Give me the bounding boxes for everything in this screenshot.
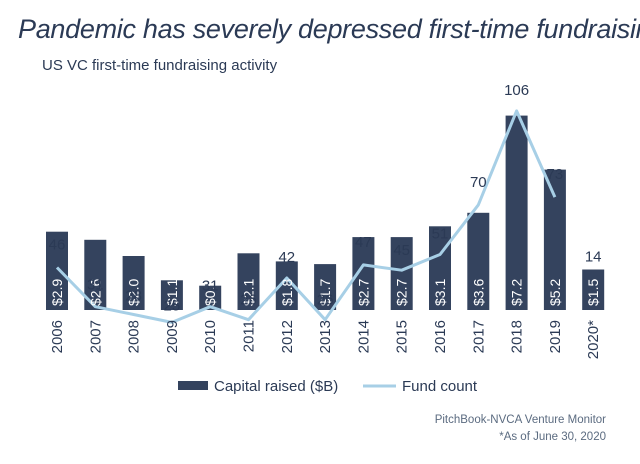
bar-label-2008: $2.0 (126, 279, 142, 306)
bar-label-2015: $2.7 (394, 279, 410, 306)
bar-2009 (160, 280, 183, 310)
bar-2015 (390, 237, 413, 310)
x-tick-label-2016: 2016 (432, 320, 449, 353)
bar-2014 (352, 237, 375, 310)
bar-label-2018: $7.2 (509, 279, 525, 306)
chart-title: Pandemic has severely depressed first-ti… (18, 14, 640, 44)
source-note: PitchBook-NVCA Venture Monitor (434, 414, 606, 426)
bar-label-2020*: $1.5 (585, 279, 601, 306)
bar-2007 (84, 239, 107, 310)
x-tick-label-2013: 2013 (317, 320, 334, 353)
bar-label-2013: $1.7 (317, 279, 333, 306)
bar-2012 (275, 261, 298, 310)
chart-subtitle: US VC first-time fundraising activity (42, 57, 278, 74)
bars-layer (46, 115, 605, 310)
bar-2020* (582, 269, 605, 310)
bar-label-2009: $1.1 (164, 279, 180, 306)
legend-bar-label: Capital raised ($B) (214, 378, 338, 395)
bar-label-2010: $0.9 (202, 279, 218, 306)
bar-2010 (199, 285, 222, 310)
bar-label-2014: $2.7 (355, 279, 371, 306)
line-label-2016: 51 (432, 225, 449, 242)
x-tick-label-2017: 2017 (470, 320, 487, 353)
bar-2017 (467, 212, 490, 310)
bar-label-2012: $1.8 (279, 279, 295, 306)
bar-label-2011: $2.1 (241, 279, 257, 306)
bar-2008 (122, 256, 145, 310)
line-label-2011: 26 (240, 292, 257, 309)
line-label-2019: 73 (547, 166, 564, 183)
line-label-2010: 31 (202, 278, 219, 295)
x-tick-label-2008: 2008 (126, 320, 143, 353)
bar-label-2007: $2.6 (87, 279, 103, 306)
bar-2013 (314, 264, 337, 310)
x-tick-label-2011: 2011 (241, 320, 258, 352)
x-tick-label-2012: 2012 (279, 320, 296, 353)
x-tick-label-2010: 2010 (202, 320, 219, 353)
x-tick-label-2019: 2019 (547, 320, 564, 353)
x-tick-label-2006: 2006 (49, 320, 66, 353)
fund-count-line (55, 109, 557, 324)
footnote: *As of June 30, 2020 (499, 431, 606, 443)
bar-label-2016: $3.1 (432, 279, 448, 306)
line-label-2017: 70 (470, 174, 487, 191)
x-tick-label-2014: 2014 (355, 320, 372, 353)
line-label-2006: 46 (49, 237, 66, 254)
line-label-2013: 26 (317, 292, 334, 309)
x-tick-label-2015: 2015 (394, 320, 411, 353)
x-tick-label-2007: 2007 (87, 320, 104, 353)
line-label-2008: 28 (125, 288, 142, 305)
bar-2011 (237, 253, 260, 310)
line-label-2014: 47 (355, 234, 372, 251)
line-label-2009: 25 (164, 297, 181, 314)
line-label-2020*: 14 (585, 249, 602, 266)
x-tick-label-2020*: 2020* (585, 320, 602, 359)
bar-label-2019: $5.2 (547, 279, 563, 306)
line-label-2012: 42 (278, 249, 295, 266)
bar-label-2017: $3.6 (470, 279, 486, 306)
x-tick-label-2018: 2018 (509, 320, 526, 353)
x-tick-label-2009: 2009 (164, 320, 181, 353)
legend: Capital raised ($B) Fund count (178, 378, 478, 395)
bar-2006 (46, 231, 68, 310)
line-label-2015: 45 (393, 242, 410, 259)
line-label-2018: 106 (504, 82, 529, 99)
line-label-2007: 31 (87, 277, 104, 294)
legend-bar-swatch (178, 381, 208, 390)
bar-2018 (505, 115, 528, 310)
legend-line-label: Fund count (402, 378, 478, 395)
bar-2019 (543, 169, 566, 310)
labels-layer: $2.9 $2.6 $2.0 $1.1 $0.9 $2.1 $1.8 $1.7 $2.7 $2.7… (49, 82, 602, 314)
bar-label-2006: $2.9 (49, 279, 65, 306)
axis-layer: 2006 2007 2008 2009 2010 2011 2012 2013 2014 2015… (49, 320, 602, 359)
line-layer (55, 109, 557, 324)
